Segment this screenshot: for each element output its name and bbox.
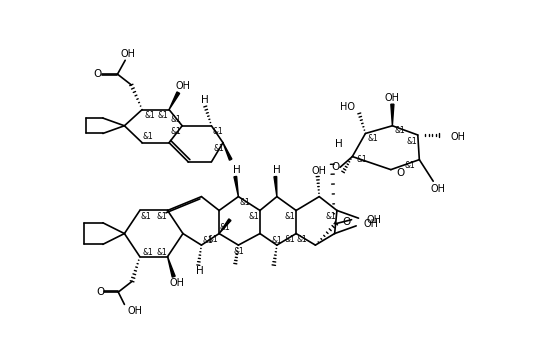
Text: O: O bbox=[96, 287, 104, 297]
Text: &1: &1 bbox=[170, 115, 181, 124]
Text: OH: OH bbox=[175, 82, 190, 92]
Text: H: H bbox=[201, 95, 209, 105]
Text: &1: &1 bbox=[368, 133, 379, 143]
Polygon shape bbox=[391, 104, 394, 126]
Text: HO: HO bbox=[340, 102, 355, 112]
Text: &1: &1 bbox=[248, 212, 259, 221]
Text: OH: OH bbox=[312, 166, 327, 176]
Text: O: O bbox=[94, 69, 102, 79]
Text: &1: &1 bbox=[157, 111, 168, 120]
Text: &1: &1 bbox=[233, 247, 244, 256]
Text: H: H bbox=[233, 165, 241, 175]
Text: O: O bbox=[396, 168, 404, 178]
Polygon shape bbox=[274, 176, 277, 197]
Text: &1: &1 bbox=[285, 235, 295, 244]
Text: &1: &1 bbox=[356, 155, 367, 164]
Text: &1: &1 bbox=[202, 236, 213, 245]
Text: &1: &1 bbox=[406, 137, 417, 146]
Text: &1: &1 bbox=[214, 144, 225, 153]
Text: H: H bbox=[334, 139, 342, 149]
Text: OH: OH bbox=[169, 278, 184, 288]
Polygon shape bbox=[168, 257, 175, 277]
Text: &1: &1 bbox=[156, 212, 167, 221]
Polygon shape bbox=[219, 219, 231, 234]
Text: OH: OH bbox=[121, 49, 136, 59]
Text: OH: OH bbox=[385, 93, 400, 103]
Text: &1: &1 bbox=[325, 212, 336, 221]
Text: &1: &1 bbox=[220, 223, 230, 232]
Text: OH: OH bbox=[366, 215, 381, 225]
Text: &1: &1 bbox=[170, 127, 181, 136]
Text: OH: OH bbox=[450, 132, 465, 142]
Text: &1: &1 bbox=[239, 198, 250, 207]
Text: &1: &1 bbox=[285, 212, 295, 221]
Text: OH: OH bbox=[364, 219, 379, 229]
Polygon shape bbox=[223, 143, 232, 160]
Polygon shape bbox=[169, 92, 180, 110]
Text: &1: &1 bbox=[141, 212, 151, 221]
Text: O: O bbox=[342, 217, 351, 227]
Text: O: O bbox=[331, 162, 340, 172]
Text: OH: OH bbox=[128, 306, 142, 316]
Text: &1: &1 bbox=[143, 132, 154, 141]
Text: &1: &1 bbox=[212, 127, 223, 136]
Polygon shape bbox=[234, 176, 239, 197]
Text: &1: &1 bbox=[297, 235, 308, 244]
Text: OH: OH bbox=[430, 184, 445, 194]
Text: &1: &1 bbox=[272, 236, 282, 245]
Text: &1: &1 bbox=[405, 161, 415, 170]
Text: &1: &1 bbox=[156, 247, 167, 257]
Text: &1: &1 bbox=[144, 111, 155, 120]
Text: H: H bbox=[273, 165, 281, 175]
Text: &1: &1 bbox=[395, 126, 405, 135]
Text: H: H bbox=[196, 266, 204, 276]
Text: &1: &1 bbox=[208, 235, 219, 244]
Text: &1: &1 bbox=[142, 247, 153, 257]
